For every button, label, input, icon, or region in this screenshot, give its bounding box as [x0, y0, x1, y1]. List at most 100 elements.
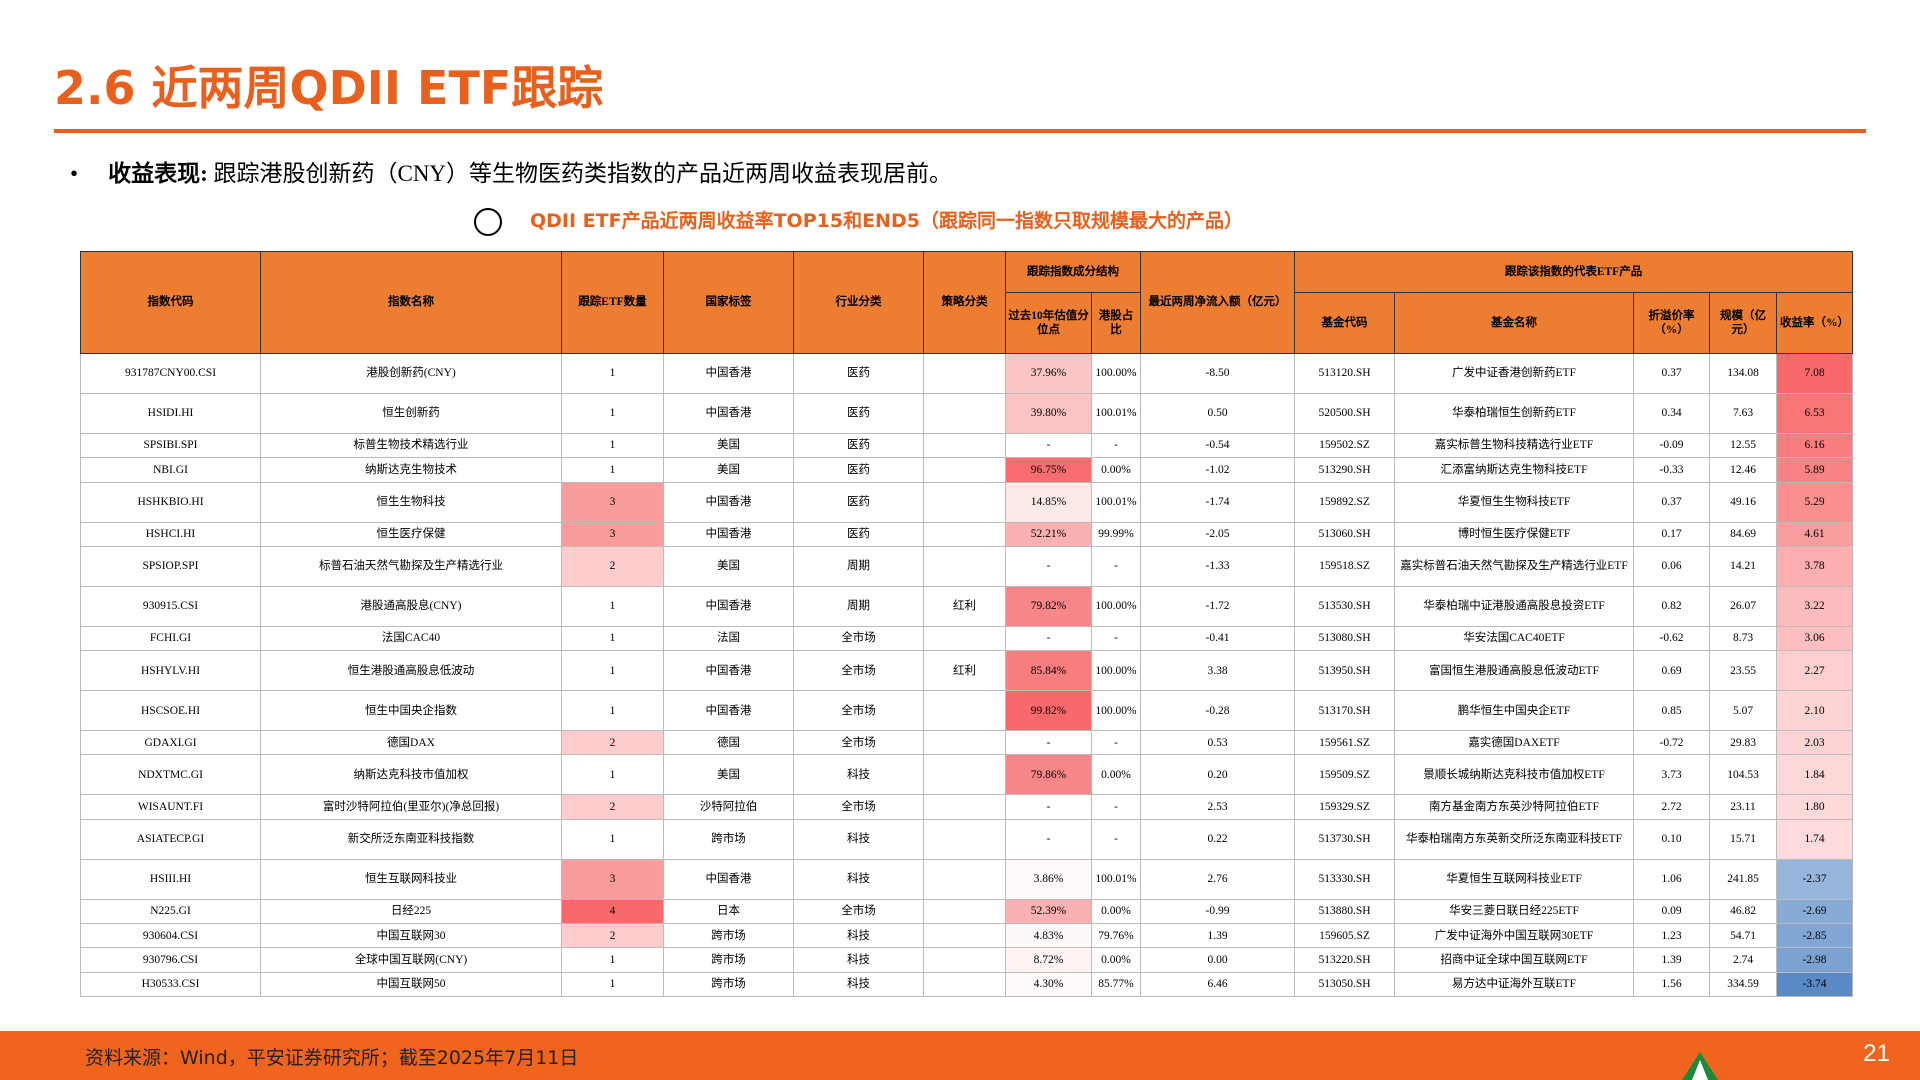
- table-cell: 医药: [793, 432, 924, 459]
- table-cell: 49.16: [1709, 481, 1777, 523]
- table-cell: 华泰柏瑞恒生创新药ETF: [1394, 393, 1634, 434]
- table-cell: 全球中国互联网(CNY): [260, 947, 562, 973]
- table-cell: 334.59: [1709, 971, 1777, 997]
- table-cell: 法国: [663, 625, 794, 652]
- footer-bar: [0, 1031, 1920, 1080]
- table-row: HSIDI.HI 恒生创新药 1 中国香港 医药 39.80% 100.01% 0.50 520…: [80, 393, 1854, 434]
- table-cell: 1.74: [1775, 818, 1854, 860]
- table-cell: 医药: [793, 521, 924, 547]
- table-cell: 37.96%: [1005, 353, 1092, 394]
- table-cell: 美国: [663, 545, 794, 587]
- table-cell: 中国香港: [663, 650, 794, 692]
- header: 折溢价率（%）: [1633, 292, 1710, 354]
- table-cell: 100.00%: [1091, 650, 1141, 692]
- table-cell: 52.21%: [1005, 521, 1092, 547]
- table-cell: -: [1005, 432, 1092, 459]
- table-cell: N225.GI: [80, 898, 261, 925]
- table-cell: 513050.SH: [1294, 971, 1395, 997]
- table-cell: 2.27: [1775, 650, 1854, 692]
- table-cell: 2.53: [1140, 794, 1295, 820]
- table-cell: [923, 545, 1006, 587]
- table-cell: -0.41: [1140, 625, 1295, 652]
- header: 基金代码: [1294, 292, 1395, 354]
- table-cell: 德国: [663, 730, 794, 756]
- bullet-label: 收益表现:: [108, 161, 208, 186]
- table-cell: 中国互联网30: [260, 923, 562, 949]
- table-row: SPSIOP.SPI 标普石油天然气勘探及生产精选行业 2 美国 周期 - - -1.33 15…: [80, 545, 1854, 587]
- table-cell: 中国香港: [663, 521, 794, 547]
- table-cell: HSHYLV.HI: [80, 650, 261, 692]
- table-cell: -: [1091, 432, 1141, 459]
- table-cell: HSIDI.HI: [80, 393, 261, 434]
- table-cell: SPSIOP.SPI: [80, 545, 261, 587]
- caption-icon: [474, 207, 502, 236]
- table-cell: 159892.SZ: [1294, 481, 1395, 523]
- table-cell: 周期: [793, 585, 924, 627]
- table-cell: 华安法国CAC40ETF: [1394, 625, 1634, 652]
- table-cell: -8.50: [1140, 353, 1295, 394]
- table-cell: WISAUNT.FI: [80, 794, 261, 820]
- table-cell: 3: [561, 481, 664, 523]
- table-cell: 513170.SH: [1294, 690, 1395, 732]
- table-cell: 2: [561, 730, 664, 756]
- header: 收益率（%）: [1775, 292, 1854, 354]
- table-cell: 美国: [663, 457, 794, 483]
- table-row: WISAUNT.FI 富时沙特阿拉伯(里亚尔)(净总回报) 2 沙特阿拉伯 全市场 - -2…: [80, 794, 1854, 820]
- table-cell: 39.80%: [1005, 393, 1092, 434]
- table-cell: [923, 754, 1006, 796]
- table-cell: -: [1091, 625, 1141, 652]
- etf-table: 指数代码 指数名称 跟踪ETF数量 国家标签 行业分类 策略分类 跟踪指数成分结…: [80, 251, 1854, 997]
- table-cell: 科技: [793, 923, 924, 949]
- table-cell: 12.46: [1709, 457, 1777, 483]
- table-cell: -: [1005, 545, 1092, 587]
- table-row: ASIATECP.GI 新交所泛东南亚科技指数 1 跨市场 科技 - -0.22 513730…: [80, 818, 1854, 860]
- table-cell: 14.21: [1709, 545, 1777, 587]
- table-cell: 广发中证海外中国互联网30ETF: [1394, 923, 1634, 949]
- table-cell: 美国: [663, 432, 794, 459]
- table-cell: 1.23: [1633, 923, 1710, 949]
- table-cell: [923, 858, 1006, 900]
- table-cell: 159502.SZ: [1294, 432, 1395, 459]
- table-cell: 4.30%: [1005, 971, 1092, 997]
- table-cell: 1.06: [1633, 858, 1710, 900]
- table-cell: 恒生医疗保健: [260, 521, 562, 547]
- table-cell: 沙特阿拉伯: [663, 794, 794, 820]
- table-cell: 52.39%: [1005, 898, 1092, 925]
- header: 策略分类: [923, 251, 1006, 354]
- table-cell: 博时恒生医疗保健ETF: [1394, 521, 1634, 547]
- header: 行业分类: [793, 251, 924, 354]
- table-cell: 930796.CSI: [80, 947, 261, 973]
- table-cell: [923, 457, 1006, 483]
- table-cell: 全市场: [793, 730, 924, 756]
- table-cell: 0.37: [1633, 353, 1710, 394]
- table-cell: 医药: [793, 393, 924, 434]
- table-cell: 2.76: [1140, 858, 1295, 900]
- table-cell: 3: [561, 858, 664, 900]
- table-cell: 100.00%: [1091, 690, 1141, 732]
- table-cell: 96.75%: [1005, 457, 1092, 483]
- table-cell: 法国CAC40: [260, 625, 562, 652]
- table-cell: 1: [561, 585, 664, 627]
- table-cell: 中国香港: [663, 690, 794, 732]
- table-row: HSIII.HI 恒生互联网科技业 3 中国香港 科技 3.86% 100.01% 2.76 5…: [80, 858, 1854, 900]
- table-cell: -2.98: [1775, 947, 1854, 973]
- header: 港股占比: [1091, 292, 1141, 354]
- table-cell: 14.85%: [1005, 481, 1092, 523]
- table-cell: HSHKBIO.HI: [80, 481, 261, 523]
- logo: [1682, 1052, 1718, 1080]
- table-cell: 汇添富纳斯达克生物科技ETF: [1394, 457, 1634, 483]
- table-cell: -1.72: [1140, 585, 1295, 627]
- table-row: HSHYLV.HI 恒生港股通高股息低波动 1 中国香港 全市场 红利 85.84% 100.…: [80, 650, 1854, 692]
- table-cell: 跨市场: [663, 923, 794, 949]
- table-cell: 医药: [793, 457, 924, 483]
- table-cell: -2.69: [1775, 898, 1854, 925]
- table-row: GDAXI.GI 德国DAX 2 德国 全市场 - -0.53 159561.SZ 嘉实德国DA…: [80, 730, 1854, 756]
- table-cell: 0.00%: [1091, 457, 1141, 483]
- table-cell: 周期: [793, 545, 924, 587]
- table-cell: 1: [561, 947, 664, 973]
- table-cell: 南方基金南方东英沙特阿拉伯ETF: [1394, 794, 1634, 820]
- header: 指数代码: [80, 251, 261, 354]
- table-cell: 241.85: [1709, 858, 1777, 900]
- table-cell: 美国: [663, 754, 794, 796]
- table-cell: 鹏华恒生中国央企ETF: [1394, 690, 1634, 732]
